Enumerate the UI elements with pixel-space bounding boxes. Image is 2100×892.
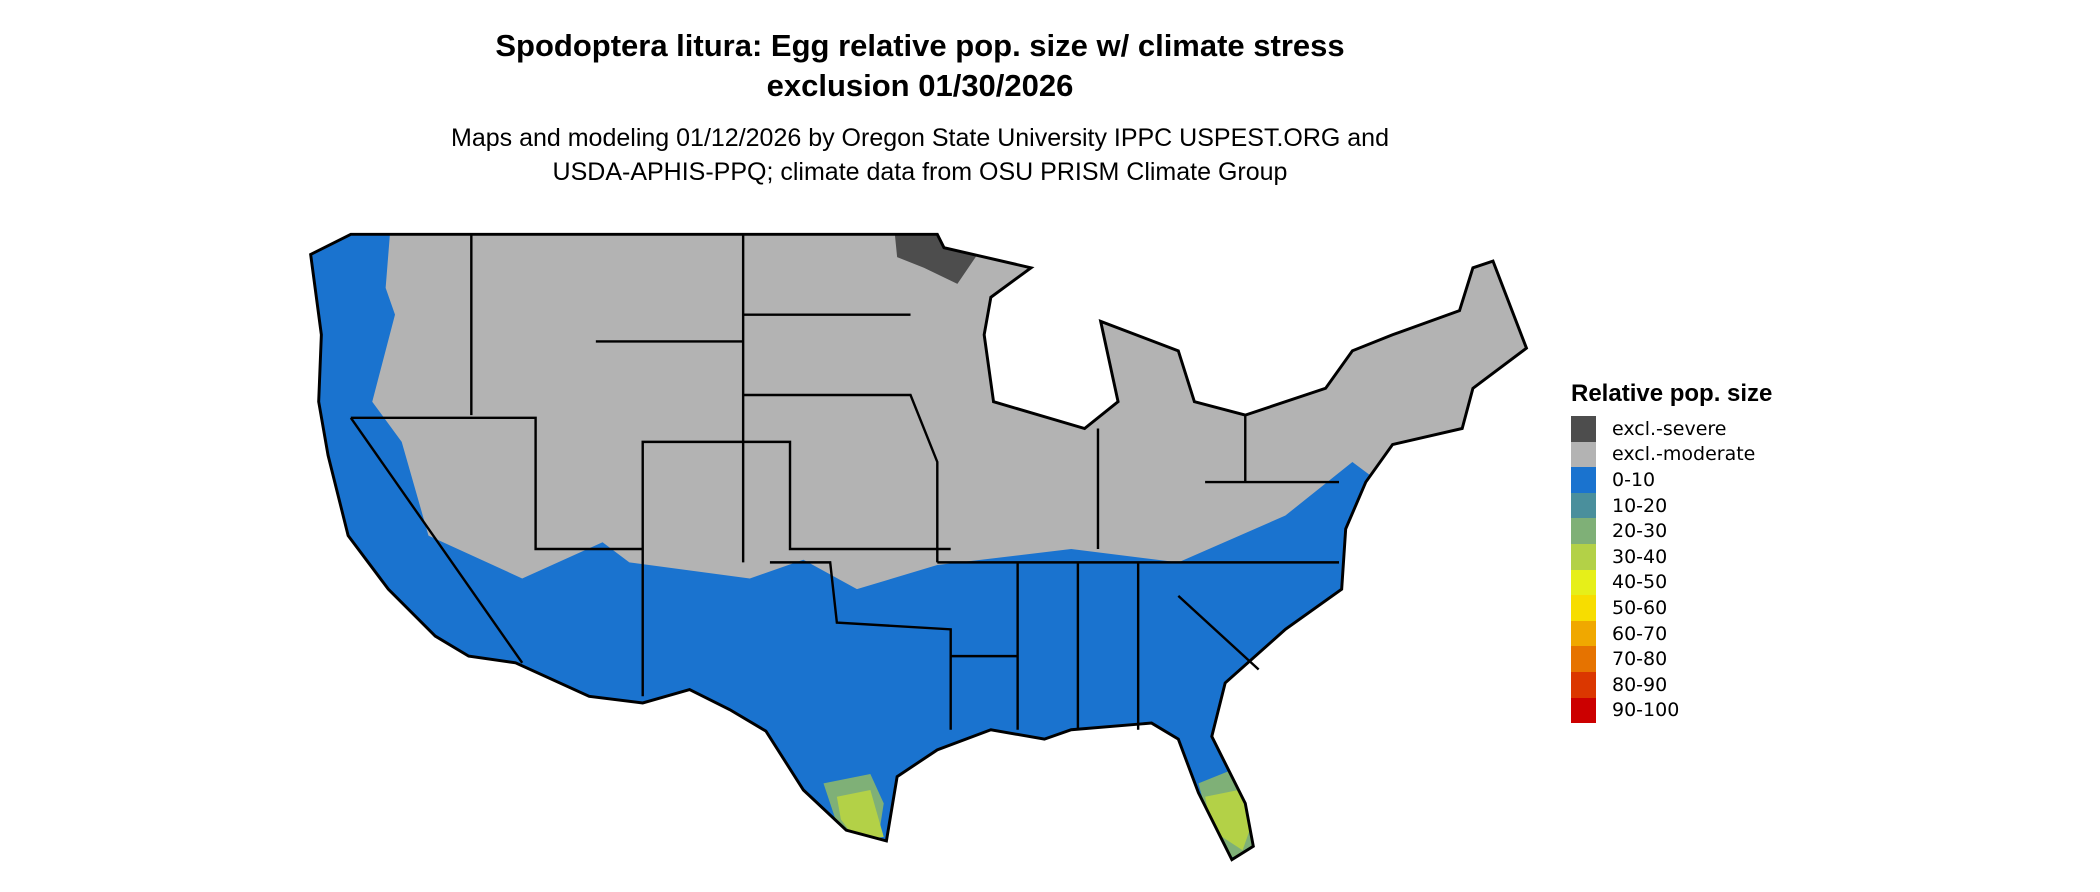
legend-item: 30-40 xyxy=(1571,543,1772,570)
legend-item: 0-10 xyxy=(1571,467,1772,493)
legend-swatch xyxy=(1571,595,1596,621)
legend-label: 20-30 xyxy=(1612,520,1668,543)
legend-item: excl.-moderate xyxy=(1571,441,1772,468)
region-40-60-texas xyxy=(836,790,884,841)
legend-label: 40-50 xyxy=(1612,571,1668,594)
legend-swatch xyxy=(1571,697,1596,724)
region-40-60-florida xyxy=(1205,790,1252,851)
legend-swatch xyxy=(1571,569,1596,596)
map-subtitle-line1: Maps and modeling 01/12/2026 by Oregon S… xyxy=(451,124,1389,152)
legend-item: 90-100 xyxy=(1571,697,1772,724)
map-title-line1: Spodoptera litura: Egg relative pop. siz… xyxy=(495,28,1345,63)
legend-swatch xyxy=(1571,543,1596,570)
legend-item: 60-70 xyxy=(1571,620,1772,647)
legend-label: excl.-severe xyxy=(1612,417,1727,440)
legend-item: 70-80 xyxy=(1571,646,1772,672)
legend-item: 40-50 xyxy=(1571,569,1772,596)
legend-swatch xyxy=(1571,620,1596,647)
legend-swatch xyxy=(1571,416,1596,442)
map-subtitle-line2: USDA-APHIS-PPQ; climate data from OSU PR… xyxy=(552,158,1288,186)
legend-swatch xyxy=(1571,518,1596,544)
legend-label: 30-40 xyxy=(1612,545,1668,568)
legend-item: 10-20 xyxy=(1571,492,1772,519)
legend-label: 10-20 xyxy=(1612,494,1668,517)
legend-swatch xyxy=(1571,441,1596,468)
legend-label: 70-80 xyxy=(1612,648,1668,671)
us-border xyxy=(309,232,1529,862)
legend-item: 50-60 xyxy=(1571,595,1772,621)
legend-label: 0-10 xyxy=(1612,468,1656,491)
legend-swatch xyxy=(1571,467,1596,493)
legend-swatch xyxy=(1571,671,1596,698)
legend-swatch xyxy=(1571,646,1596,672)
legend-swatch xyxy=(1571,492,1596,519)
legend-title: Relative pop. size xyxy=(1571,380,1773,407)
legend-item: 20-30 xyxy=(1571,518,1772,544)
legend-label: 90-100 xyxy=(1612,699,1680,722)
legend: Relative pop. size excl.-severe excl.-mod… xyxy=(1571,380,1773,724)
legend-label: 50-60 xyxy=(1612,596,1668,619)
state-borders xyxy=(349,234,1339,730)
legend-item: 80-90 xyxy=(1571,671,1772,698)
legend-label: excl.-moderate xyxy=(1612,443,1756,466)
legend-item: excl.-severe xyxy=(1571,416,1772,442)
map-title-line2: exclusion 01/30/2026 xyxy=(766,68,1074,103)
legend-label: 60-70 xyxy=(1612,622,1668,645)
legend-label: 80-90 xyxy=(1612,673,1668,696)
